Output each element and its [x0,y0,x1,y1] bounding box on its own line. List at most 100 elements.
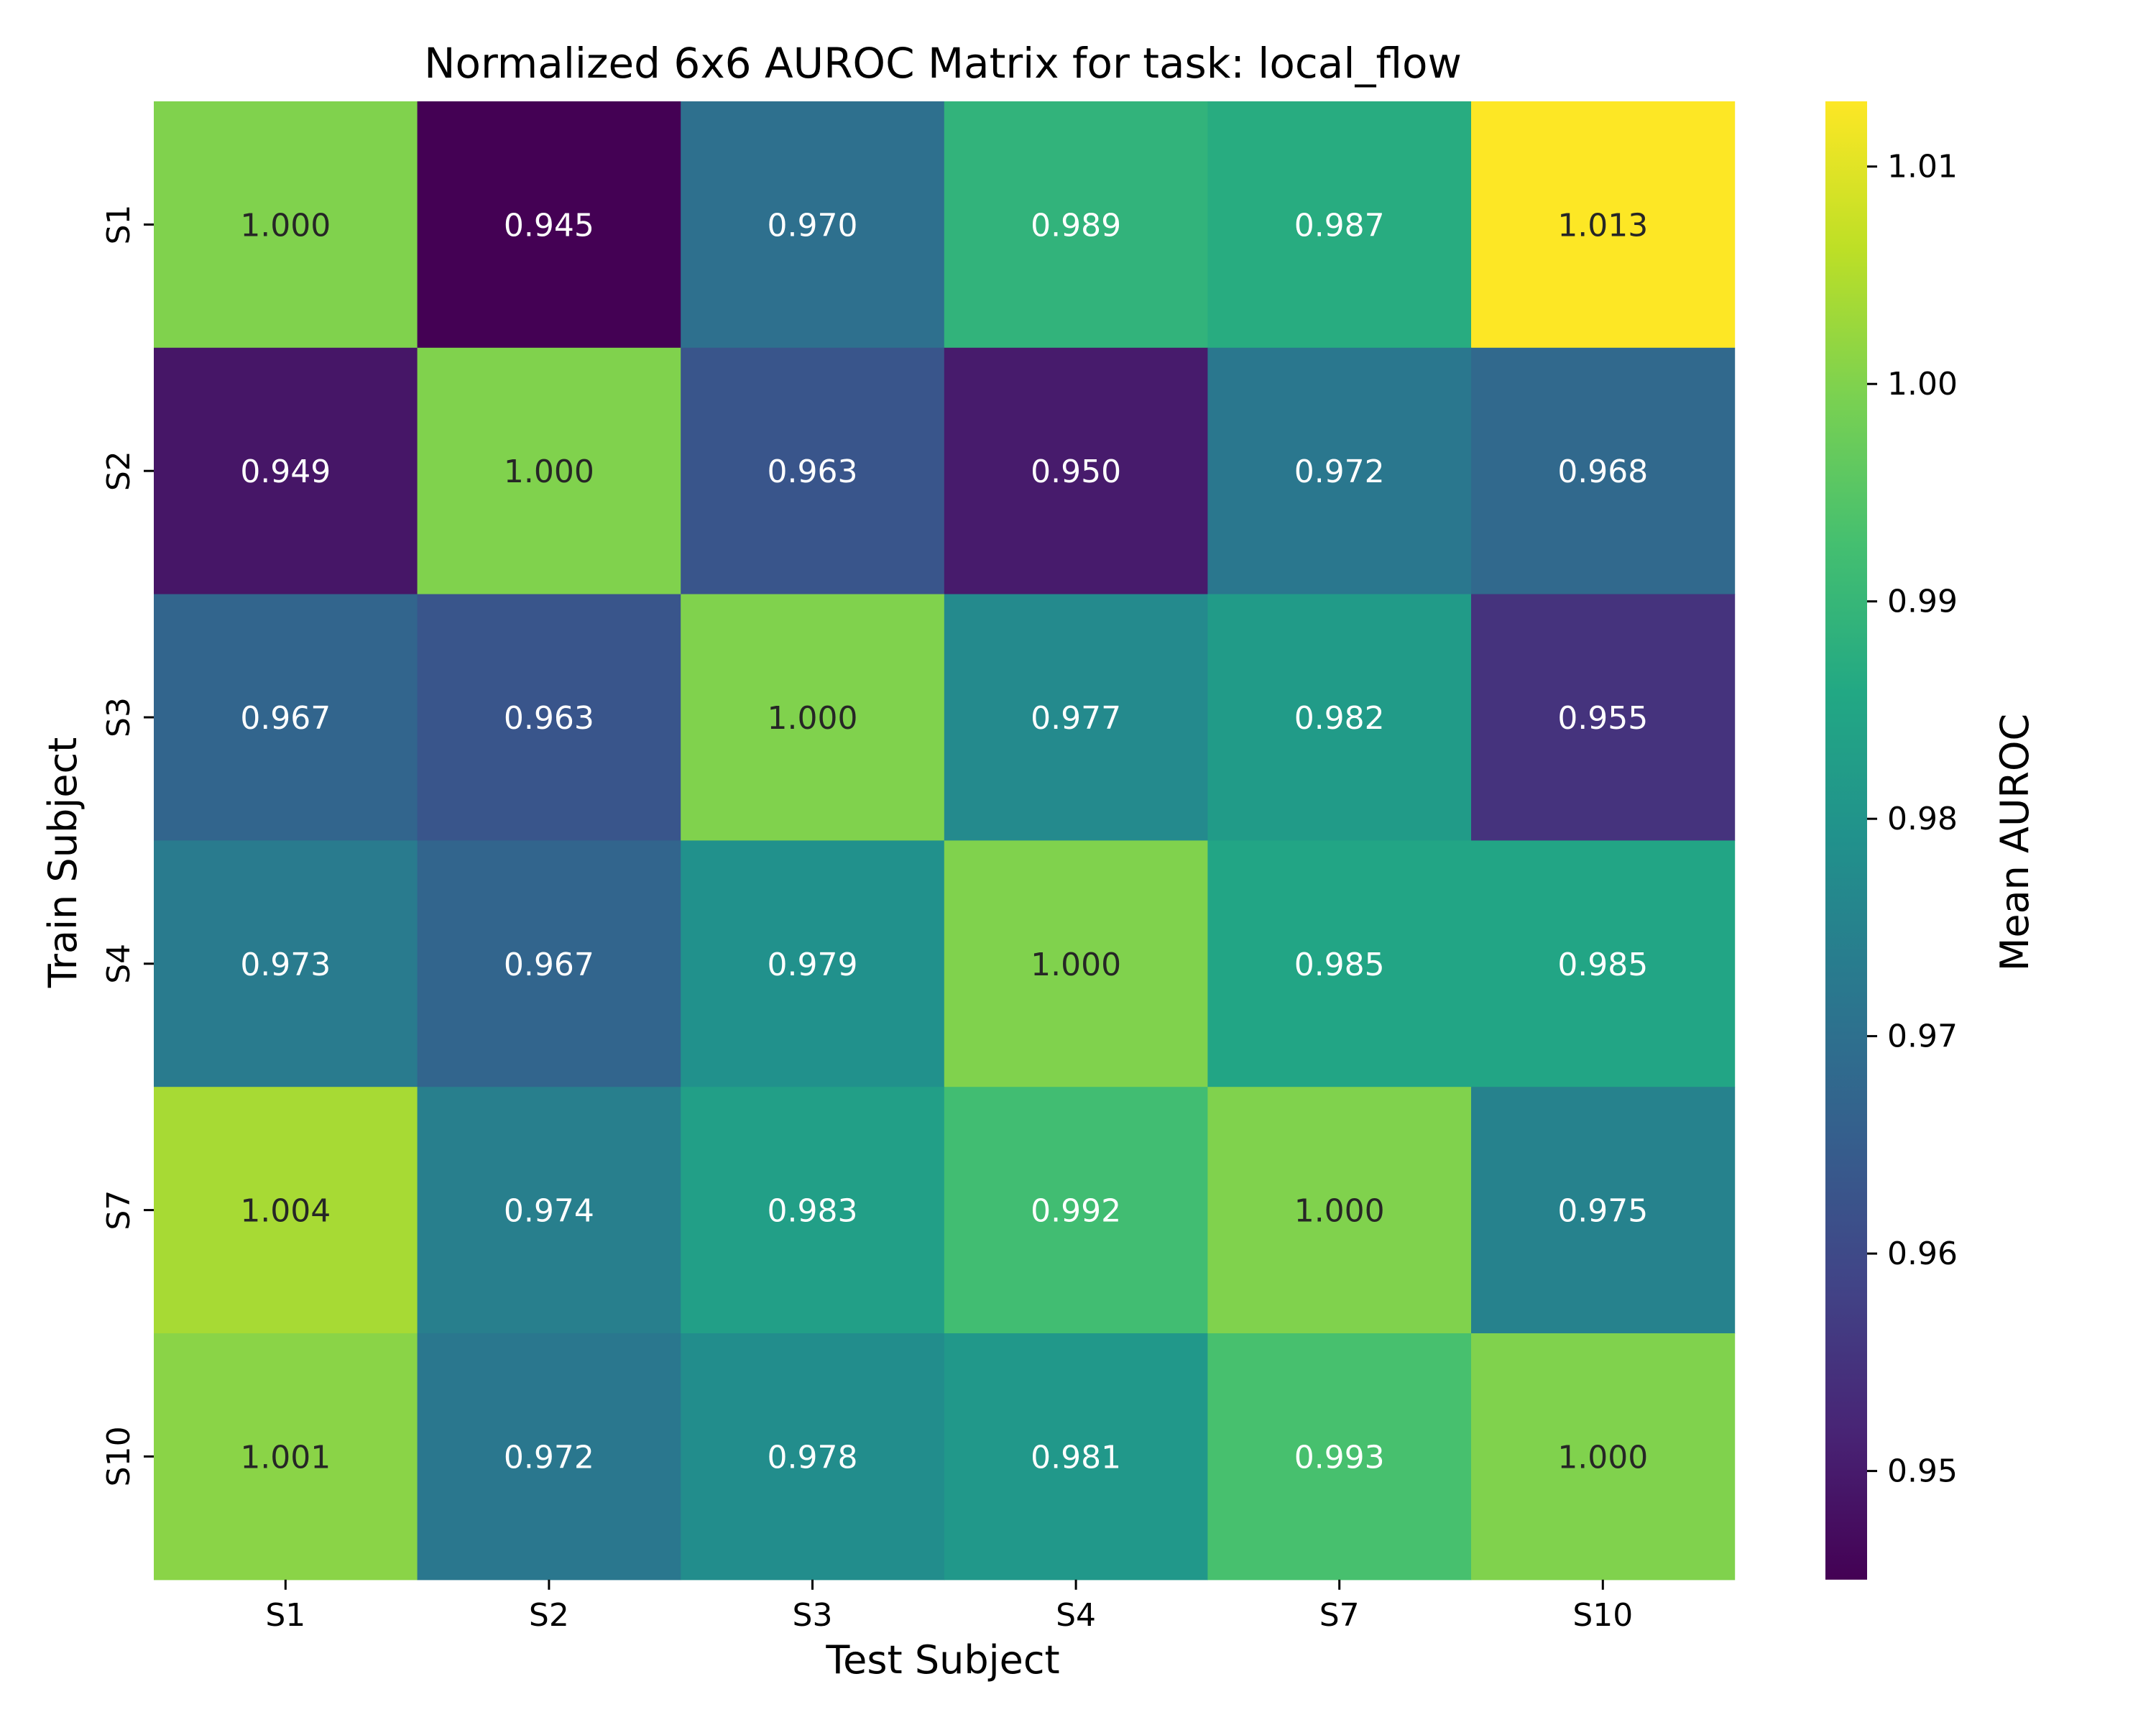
heatmap-cell-S1-S1 [154,101,418,349]
colorbar-tick-label: 0.95 [1887,1453,1958,1490]
cell-value-label: 0.987 [1294,207,1385,244]
heatmap-cell-S7-S2 [417,1087,681,1334]
y-tick-label: S2 [101,451,137,491]
heatmap-cell-S1-S10 [1471,101,1736,349]
colorbar-tick-label: 0.99 [1887,584,1958,620]
heatmap-cell-S2-S1 [154,347,418,595]
y-tick-label: S7 [101,1190,137,1230]
cell-value-label: 1.000 [504,454,594,490]
heatmap-cell-labels: 1.000 0.945 0.970 0.989 0.987 1.013 0.949 1.000… [240,207,1648,1476]
cell-value-label: 0.981 [1031,1439,1121,1476]
heatmap-cell-S10-S7 [1207,1333,1472,1581]
cell-value-label: 1.000 [1294,1193,1385,1230]
cell-value-label: 0.982 [1294,700,1385,737]
heatmap-cell-S4-S4 [944,840,1208,1087]
cell-value-label: 0.979 [768,947,858,983]
x-tick-label: S1 [265,1597,305,1634]
cell-value-label: 1.000 [1031,947,1121,983]
x-axis-label: Test Subject [825,1637,1059,1683]
heatmap-cell-S3-S1 [154,594,418,841]
cell-value-label: 0.993 [1294,1439,1385,1476]
cell-value-label: 1.004 [240,1193,331,1230]
colorbar-tick-label: 0.96 [1887,1236,1958,1272]
cell-value-label: 0.977 [1031,700,1121,737]
colorbar: 0.95 0.96 0.97 0.98 0.99 1.00 1.01 [1825,101,1958,1580]
heatmap-cell-S2-S4 [944,347,1208,595]
colorbar-tick-label: 0.97 [1887,1018,1958,1055]
chart-title: Normalized 6x6 AUROC Matrix for task: lo… [424,39,1462,88]
heatmap-cell-S1-S3 [681,101,945,349]
cell-value-label: 0.970 [768,207,858,244]
heatmap-cell-S7-S1 [154,1087,418,1334]
x-axis: S1 S2 S3 S4 S7 S10 [265,1579,1633,1634]
heatmap-cell-S4-S1 [154,840,418,1087]
heatmap-cell-S3-S4 [944,594,1208,841]
cell-value-label: 1.000 [1557,1439,1648,1476]
cell-value-label: 0.978 [768,1439,858,1476]
cell-value-label: 0.975 [1557,1193,1648,1230]
x-tick-label: S4 [1056,1597,1096,1634]
cell-value-label: 0.972 [504,1439,594,1476]
y-tick-label: S10 [101,1426,137,1486]
heatmap-cell-S10-S2 [417,1333,681,1581]
y-axis: S1 S2 S3 S4 S7 S10 [101,204,154,1486]
cell-value-label: 0.985 [1557,947,1648,983]
x-tick-label: S10 [1572,1597,1633,1634]
cell-value-label: 1.001 [240,1439,331,1476]
cell-value-label: 0.968 [1557,454,1648,490]
heatmap-cell-S1-S2 [417,101,681,349]
heatmap-cells [154,101,1736,1581]
heatmap-cell-S10-S1 [154,1333,418,1581]
cell-value-label: 0.974 [504,1193,594,1230]
heatmap-cell-S1-S4 [944,101,1208,349]
heatmap-cell-S2-S3 [681,347,945,595]
heatmap-cell-S2-S10 [1471,347,1736,595]
x-tick-label: S3 [793,1597,833,1634]
heatmap-cell-S7-S3 [681,1087,945,1334]
heatmap-cell-S3-S3 [681,594,945,841]
heatmap-cell-S3-S10 [1471,594,1736,841]
heatmap-cell-S10-S4 [944,1333,1208,1581]
colorbar-tick-label: 1.00 [1887,366,1958,402]
cell-value-label: 1.013 [1557,207,1648,244]
heatmap-cell-S7-S10 [1471,1087,1736,1334]
x-tick-label: S7 [1319,1597,1360,1634]
y-tick-label: S3 [101,697,137,737]
y-tick-label: S1 [101,204,137,244]
cell-value-label: 0.955 [1557,700,1648,737]
heatmap-cell-S10-S10 [1471,1333,1736,1581]
heatmap-cell-S10-S3 [681,1333,945,1581]
y-axis-label: Train Subject [40,737,86,989]
cell-value-label: 0.992 [1031,1193,1121,1230]
cell-value-label: 0.963 [768,454,858,490]
cell-value-label: 0.967 [504,947,594,983]
cell-value-label: 0.985 [1294,947,1385,983]
heatmap-cell-S3-S7 [1207,594,1472,841]
cell-value-label: 0.950 [1031,454,1121,490]
cell-value-label: 1.000 [240,207,331,244]
heatmap-cell-S4-S3 [681,840,945,1087]
heatmap-cell-S4-S10 [1471,840,1736,1087]
cell-value-label: 0.967 [240,700,331,737]
heatmap-cell-S4-S2 [417,840,681,1087]
cell-value-label: 0.973 [240,947,331,983]
cell-value-label: 1.000 [768,700,858,737]
heatmap-cell-S1-S7 [1207,101,1472,349]
heatmap-cell-S3-S2 [417,594,681,841]
heatmap-cell-S4-S7 [1207,840,1472,1087]
cell-value-label: 0.949 [240,454,331,490]
heatmap-cell-S2-S7 [1207,347,1472,595]
colorbar-label: Mean AUROC [1992,714,2037,972]
heatmap-cell-S7-S7 [1207,1087,1472,1334]
x-tick-label: S2 [529,1597,569,1634]
heatmap-cell-S2-S2 [417,347,681,595]
cell-value-label: 0.989 [1031,207,1121,244]
colorbar-tick-label: 0.98 [1887,801,1958,837]
cell-value-label: 0.945 [504,207,594,244]
cell-value-label: 0.963 [504,700,594,737]
y-tick-label: S4 [101,944,137,984]
cell-value-label: 0.972 [1294,454,1385,490]
heatmap-cell-S7-S4 [944,1087,1208,1334]
colorbar-gradient [1825,101,1867,1580]
